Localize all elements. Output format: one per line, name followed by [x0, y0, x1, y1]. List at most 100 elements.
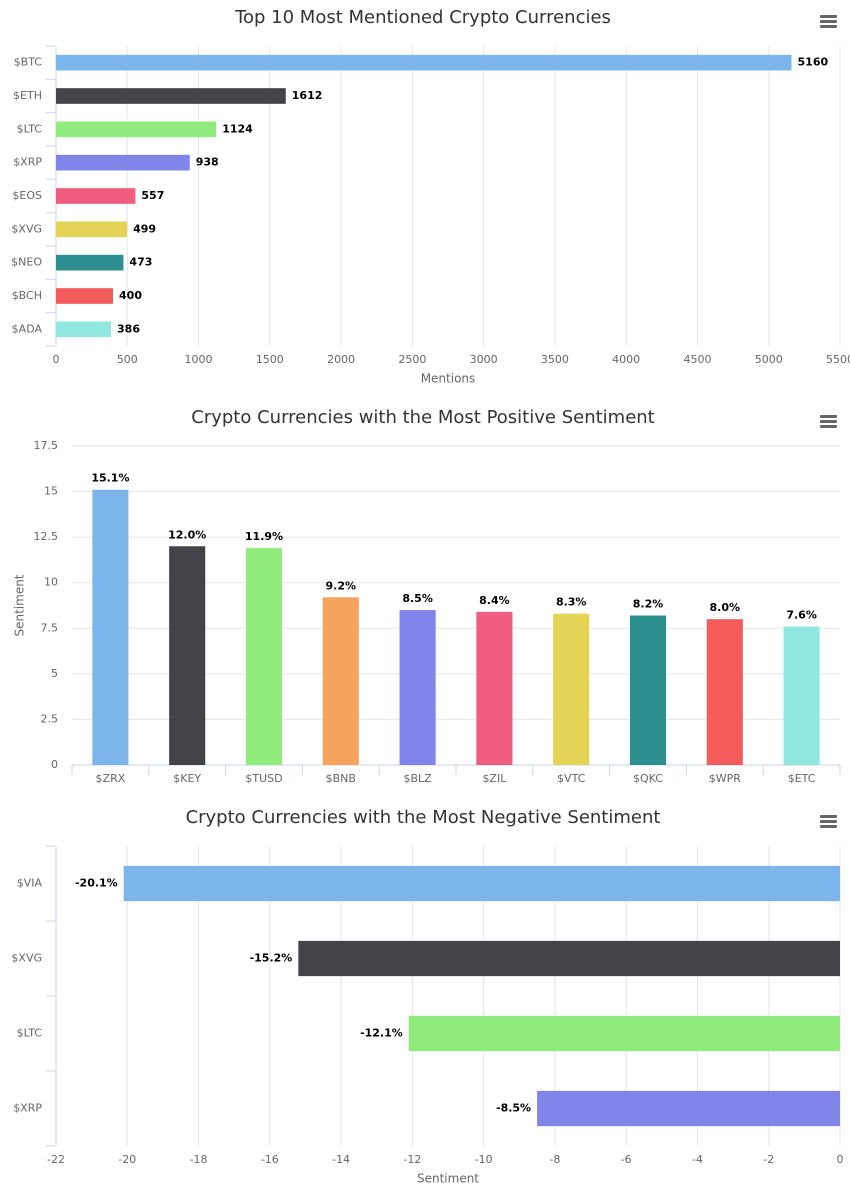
x-tick-label: $VTC: [557, 772, 586, 785]
bar: [298, 940, 840, 977]
bar: [56, 188, 136, 204]
data-label: 11.9%: [245, 530, 283, 543]
bar: [56, 154, 190, 171]
bar: [322, 597, 359, 765]
menu-button[interactable]: [820, 415, 837, 428]
data-label: 8.4%: [479, 594, 510, 607]
bar: [123, 865, 840, 902]
data-label: 5160: [798, 56, 829, 69]
data-label: 8.5%: [402, 592, 433, 605]
bar: [56, 221, 128, 238]
bar: [56, 121, 217, 138]
bar: [56, 88, 286, 104]
x-tick-label: -18: [190, 1153, 208, 1166]
x-tick-label: 1500: [256, 353, 284, 366]
data-label: 400: [119, 289, 142, 302]
y-tick-label: $LTC: [17, 122, 43, 135]
data-label: 473: [129, 256, 152, 269]
bar: [56, 254, 124, 271]
bar: [399, 610, 436, 765]
x-tick-label: 3500: [541, 353, 569, 366]
bar: [56, 288, 114, 304]
data-label: -12.1%: [360, 1027, 403, 1040]
bar: [56, 54, 792, 71]
x-tick-label: $WPR: [709, 772, 742, 785]
y-tick-label: $ADA: [12, 322, 43, 335]
bar: [56, 321, 112, 338]
x-tick-label: -8: [549, 1153, 560, 1166]
x-tick-label: 5000: [755, 353, 783, 366]
chart-title: Top 10 Most Mentioned Crypto Currencies: [234, 7, 611, 28]
menu-button[interactable]: [820, 815, 837, 828]
chart-title: Crypto Currencies with the Most Negative…: [186, 807, 661, 828]
y-tick-label: $LTC: [17, 1027, 43, 1040]
x-tick-label: -16: [261, 1153, 279, 1166]
data-label: -8.5%: [496, 1102, 531, 1115]
y-tick-label: 17.5: [34, 439, 59, 452]
x-tick-label: $BLZ: [403, 772, 432, 785]
data-label: 386: [117, 322, 140, 335]
x-axis-title: Sentiment: [417, 1172, 479, 1186]
data-label: 8.2%: [633, 598, 664, 611]
chart-title: Crypto Currencies with the Most Positive…: [191, 407, 654, 428]
x-tick-label: 2500: [398, 353, 426, 366]
bar: [553, 613, 590, 765]
x-tick-label: -22: [47, 1153, 65, 1166]
y-tick-label: $XRP: [13, 156, 42, 169]
bar: [92, 489, 129, 765]
menu-icon-bar: [820, 420, 837, 423]
x-tick-label: -12: [403, 1153, 421, 1166]
data-label: 499: [133, 222, 156, 235]
y-tick-label: 2.5: [41, 712, 59, 725]
data-label: -20.1%: [75, 877, 118, 890]
y-tick-label: $XRP: [13, 1102, 42, 1115]
y-tick-label: 7.5: [41, 621, 59, 634]
x-tick-label: $ZRX: [96, 772, 126, 785]
bar: [408, 1015, 840, 1052]
menu-icon-bar: [820, 825, 837, 828]
x-tick-label: 5500: [826, 353, 850, 366]
bar: [169, 546, 206, 765]
y-tick-label: 15: [44, 485, 58, 498]
data-label: 12.0%: [168, 528, 206, 541]
data-label: 9.2%: [326, 579, 357, 592]
data-label: 8.3%: [556, 596, 587, 609]
data-label: 8.0%: [710, 601, 741, 614]
bar: [537, 1090, 840, 1127]
y-axis-title: Sentiment: [13, 574, 27, 636]
x-tick-label: 2000: [327, 353, 355, 366]
x-tick-label: $TUSD: [245, 772, 282, 785]
y-tick-label: 10: [44, 576, 58, 589]
x-tick-label: 4000: [612, 353, 640, 366]
bar: [476, 611, 513, 765]
menu-icon-bar: [820, 425, 837, 428]
data-label: 7.6%: [786, 608, 817, 621]
data-label: 1124: [222, 122, 253, 135]
data-label: -15.2%: [250, 952, 293, 965]
bar: [245, 548, 283, 765]
y-tick-label: 12.5: [34, 530, 59, 543]
y-tick-label: 0: [51, 758, 58, 771]
y-tick-label: $NEO: [11, 256, 42, 269]
menu-icon-bar: [820, 20, 837, 23]
data-label: 938: [196, 156, 219, 169]
y-tick-label: $ETH: [13, 89, 42, 102]
y-tick-label: 5: [51, 667, 58, 680]
x-tick-label: 0: [837, 1153, 844, 1166]
x-tick-label: 3000: [470, 353, 498, 366]
bar: [629, 615, 667, 765]
x-tick-label: 500: [117, 353, 138, 366]
x-tick-label: -6: [621, 1153, 632, 1166]
menu-button[interactable]: [820, 15, 837, 28]
menu-icon-bar: [820, 15, 837, 18]
bar: [706, 619, 743, 765]
x-tick-label: -2: [763, 1153, 774, 1166]
x-tick-label: -4: [692, 1153, 703, 1166]
x-tick-label: $QKC: [633, 772, 663, 785]
data-label: 557: [141, 189, 164, 202]
menu-icon-bar: [820, 25, 837, 28]
x-tick-label: $KEY: [173, 772, 201, 785]
menu-icon-bar: [820, 815, 837, 818]
x-tick-label: $ETC: [788, 772, 816, 785]
